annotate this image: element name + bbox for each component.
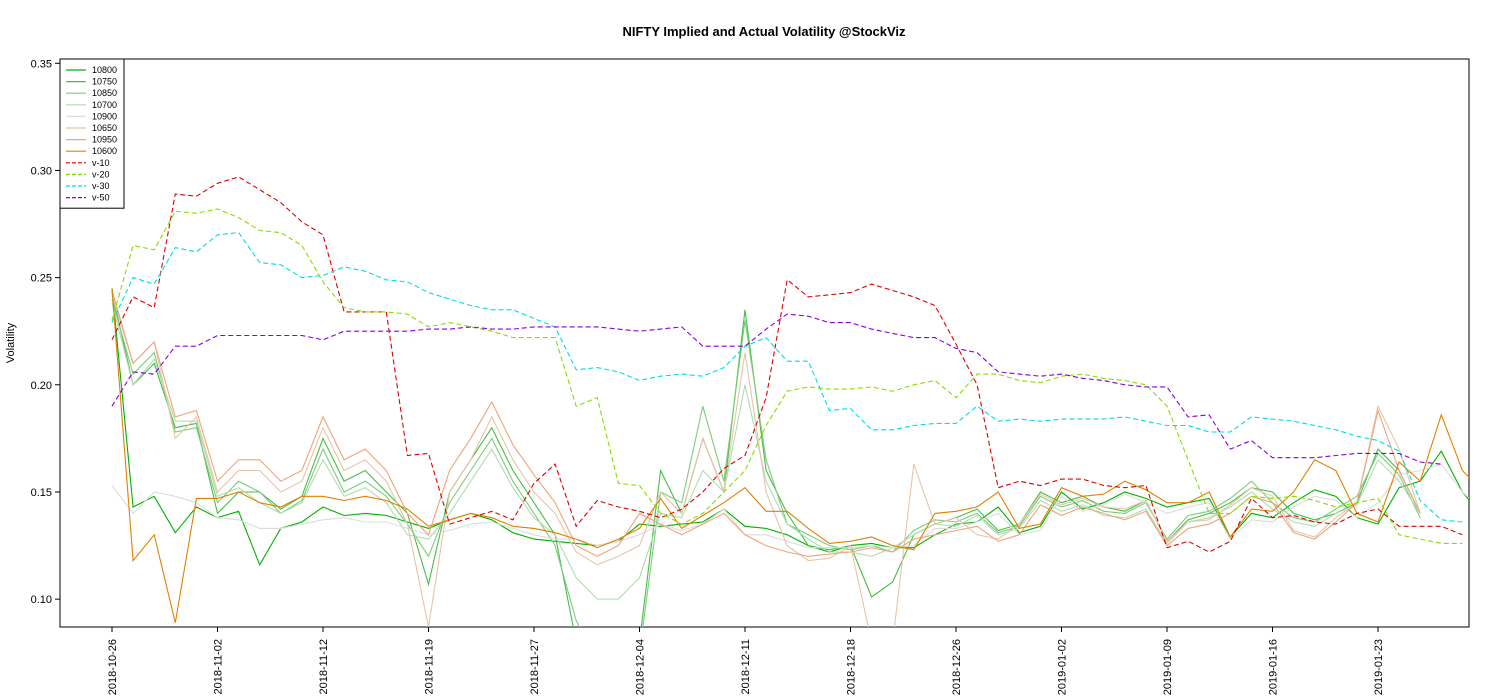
x-tick-label: 2018-12-26 [951, 639, 963, 695]
legend-label: 10900 [92, 111, 117, 121]
series-line-10750 [111, 292, 1421, 627]
legend-label: 10650 [92, 123, 117, 133]
series-line-10650 [111, 294, 1421, 627]
y-axis-label: Volatility [5, 322, 17, 363]
y-axis: 0.10 0.15 0.20 0.25 0.30 0.35 [31, 58, 60, 606]
legend-label: v-10 [92, 158, 110, 168]
legend-label: 10600 [92, 146, 117, 156]
legend-label: 10750 [92, 77, 117, 87]
series-line-10900 [111, 463, 1469, 549]
x-tick-label: 2018-10-26 [107, 639, 119, 695]
x-tick-label: 2019-01-16 [1268, 639, 1280, 695]
legend-label: 10700 [92, 100, 117, 110]
series-line-v-50 [111, 313, 1442, 465]
series-line-v-10 [111, 176, 1463, 553]
x-tick-label: 2018-11-19 [424, 639, 436, 694]
x-axis: 2018-10-26 2018-11-02 2018-11-12 2018-11-19… [107, 627, 1385, 695]
x-tick-label: 2019-01-02 [1057, 639, 1069, 695]
y-tick-label: 0.10 [31, 594, 52, 606]
legend-label: 10850 [92, 88, 117, 98]
series-line-10850 [111, 298, 1421, 627]
x-tick-label: 2019-01-09 [1162, 639, 1174, 695]
x-tick-label: 2018-11-02 [213, 639, 225, 694]
series-line-10600 [111, 288, 1469, 623]
legend-label: v-30 [92, 181, 110, 191]
plot-area [59, 58, 1470, 628]
series-line-10700 [111, 303, 1421, 600]
y-tick-label: 0.20 [31, 380, 52, 392]
x-tick-label: 2018-11-12 [318, 639, 330, 694]
legend-label: v-50 [92, 193, 110, 203]
y-tick-label: 0.25 [31, 273, 52, 285]
y-tick-label: 0.30 [31, 165, 52, 177]
legend-label: v-20 [92, 169, 110, 179]
legend-label: 10800 [92, 65, 117, 75]
x-tick-label: 2018-12-18 [846, 639, 858, 695]
x-tick-label: 2018-12-04 [635, 639, 647, 695]
x-tick-label: 2018-12-11 [740, 639, 752, 694]
series-layer [111, 176, 1469, 627]
x-tick-label: 2019-01-23 [1373, 639, 1385, 695]
chart-title: NIFTY Implied and Actual Volatility @Sto… [622, 24, 906, 39]
series-line-v-20 [111, 208, 1463, 544]
series-line-10950 [111, 290, 1421, 557]
legend-label: 10950 [92, 135, 117, 145]
series-line-v-30 [111, 232, 1463, 523]
x-tick-label: 2018-11-27 [529, 639, 541, 694]
legend-box [59, 58, 125, 209]
series-line-10800 [111, 288, 1469, 567]
y-tick-label: 0.35 [31, 58, 52, 70]
y-tick-label: 0.15 [31, 487, 52, 499]
